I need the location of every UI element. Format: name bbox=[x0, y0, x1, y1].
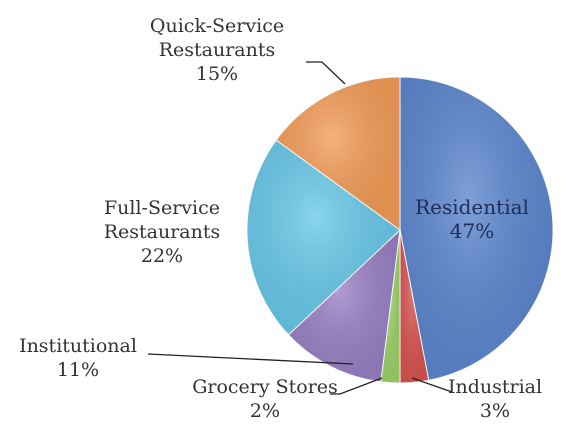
slice-label-industrial: Industrial 3% bbox=[448, 376, 542, 422]
slice-label-value: 22% bbox=[141, 245, 183, 267]
slice-label-name: Restaurants bbox=[159, 39, 276, 61]
leader-lines bbox=[147, 61, 453, 395]
slice-label-name: Restaurants bbox=[104, 221, 221, 243]
slice-label-grocery-stores: Grocery Stores 2% bbox=[192, 376, 338, 422]
leader-line-institutional bbox=[147, 353, 354, 365]
slice-label-full-service-restaurants: Full-Service Restaurants 22% bbox=[104, 197, 221, 267]
pie-slice-shade-full-service-restaurants bbox=[246, 140, 400, 335]
slice-label-name: Full-Service bbox=[104, 197, 220, 219]
pie-slice-shade-institutional bbox=[288, 230, 400, 382]
leader-line-grocery-stores bbox=[330, 377, 383, 395]
slice-label-value: 15% bbox=[196, 63, 238, 85]
slice-label-name: Quick-Service bbox=[150, 15, 284, 37]
slice-label-value: 2% bbox=[250, 400, 280, 422]
leader-line-quick-service-restaurants bbox=[306, 61, 346, 85]
pie-slice-shade-industrial bbox=[400, 230, 429, 383]
slice-label-name: Institutional bbox=[19, 335, 137, 357]
slice-label-value: 3% bbox=[480, 400, 510, 422]
slice-label-name: Industrial bbox=[448, 376, 542, 398]
slice-label-name: Grocery Stores bbox=[192, 376, 338, 398]
slice-labels: Residential 47% Industrial 3% Grocery Stores… bbox=[19, 15, 542, 422]
slice-label-quick-service-restaurants: Quick-Service Restaurants 15% bbox=[150, 15, 284, 85]
pie-slice-shade-quick-service-restaurants bbox=[276, 77, 400, 230]
pie-slices bbox=[246, 76, 554, 384]
slice-label-value: 47% bbox=[450, 219, 494, 243]
slice-label-name: Residential bbox=[415, 195, 529, 219]
leader-line-industrial bbox=[411, 377, 453, 393]
slice-label-value: 11% bbox=[57, 359, 99, 381]
slice-label-institutional: Institutional 11% bbox=[19, 335, 137, 381]
pie-slice-shade-residential bbox=[400, 76, 554, 381]
slice-label-residential: Residential 47% bbox=[415, 195, 529, 243]
